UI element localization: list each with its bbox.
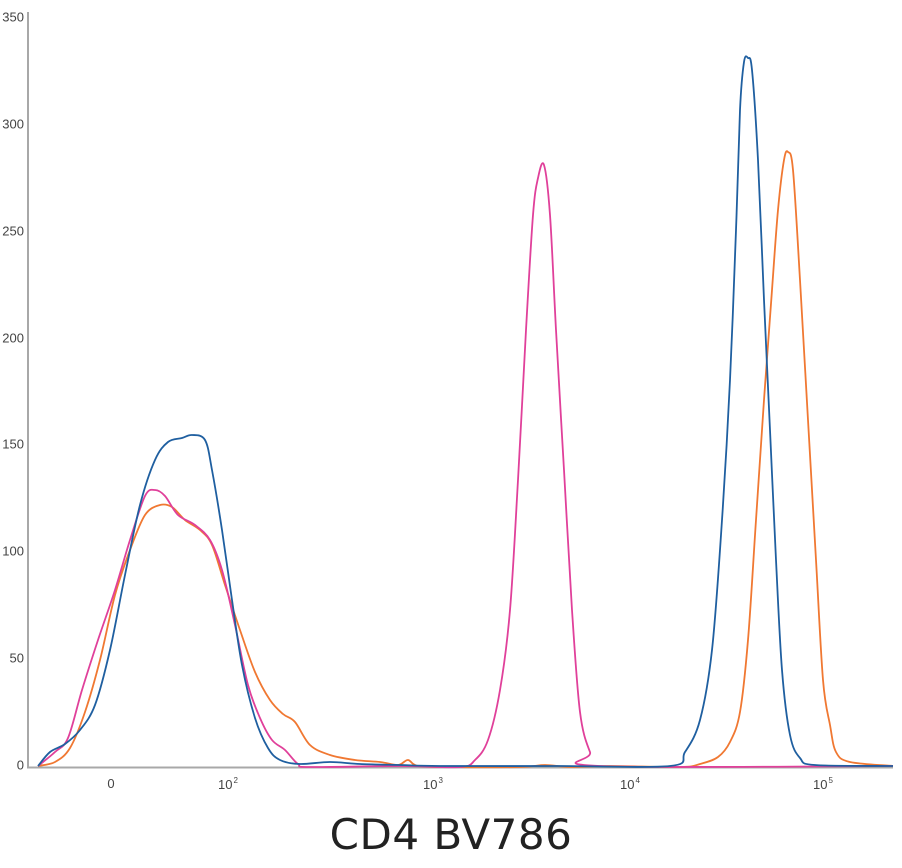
series-line-orange (37, 150, 894, 769)
series-line-pink (37, 162, 894, 769)
y-tick-label: 50 (9, 650, 24, 666)
y-tick-label: 250 (2, 223, 24, 239)
series-line-blue (37, 55, 894, 768)
y-tick-label: 300 (2, 116, 24, 132)
y-tick-label: 150 (2, 436, 24, 452)
x-tick-label: 105 (813, 776, 833, 792)
y-tick-label: 100 (2, 543, 24, 559)
x-axis-title: CD4 BV786 (329, 810, 573, 859)
series-layer (37, 55, 894, 769)
x-tick-label: 0 (107, 776, 115, 791)
x-tick-label: 104 (620, 776, 640, 792)
y-tick-label: 200 (2, 330, 24, 346)
y-tick-label: 350 (2, 9, 24, 25)
x-tick-label: 102 (218, 776, 238, 792)
y-tick-label: 0 (16, 757, 24, 773)
x-tick-label: 103 (423, 776, 443, 792)
